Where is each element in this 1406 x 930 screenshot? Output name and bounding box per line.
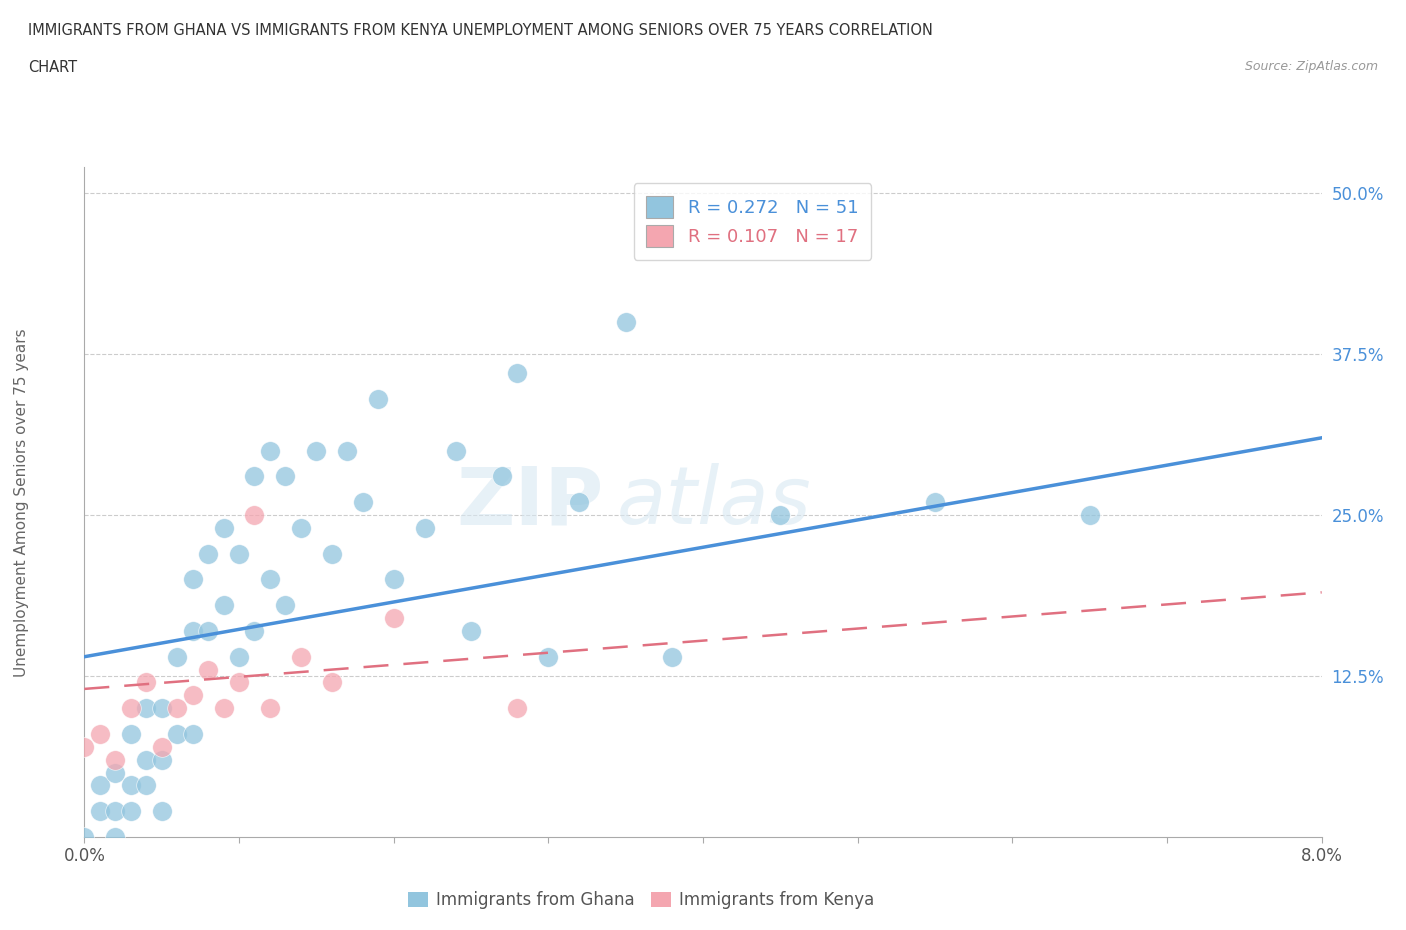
Point [444,444,467,458]
Point [120,701,142,716]
Point [243,508,266,523]
Point [120,804,142,818]
Point [259,444,281,458]
Point [212,701,235,716]
Point [135,778,157,793]
Point [491,469,513,484]
Point [274,598,297,613]
Point [321,675,343,690]
Point [150,752,173,767]
Point [104,830,127,844]
Point [460,623,482,638]
Point [367,392,389,406]
Point [104,765,127,780]
Point [305,444,328,458]
Point [259,701,281,716]
Text: IMMIGRANTS FROM GHANA VS IMMIGRANTS FROM KENYA UNEMPLOYMENT AMONG SENIORS OVER 7: IMMIGRANTS FROM GHANA VS IMMIGRANTS FROM… [28,23,934,38]
Point [166,649,188,664]
Point [506,701,529,716]
Point [181,726,204,741]
Point [243,623,266,638]
Point [197,623,219,638]
Point [135,675,157,690]
Point [150,701,173,716]
Point [120,726,142,741]
Text: Source: ZipAtlas.com: Source: ZipAtlas.com [1244,60,1378,73]
Point [181,572,204,587]
Point [259,572,281,587]
Point [321,546,343,561]
Point [181,688,204,703]
Point [166,701,188,716]
Point [661,649,683,664]
Text: CHART: CHART [28,60,77,75]
Point [1078,508,1101,523]
Point [89,778,111,793]
Point [769,508,792,523]
Text: ZIP: ZIP [457,463,605,541]
Point [150,804,173,818]
Point [352,495,374,510]
Point [413,521,436,536]
Point [537,649,560,664]
Point [382,611,405,626]
Point [135,701,157,716]
Point [135,752,157,767]
Text: atlas: atlas [616,463,811,541]
Point [290,521,312,536]
Point [73,739,96,754]
Point [568,495,591,510]
Point [924,495,946,510]
Point [73,830,96,844]
Point [290,649,312,664]
Text: Unemployment Among Seniors over 75 years: Unemployment Among Seniors over 75 years [14,328,28,676]
Point [274,469,297,484]
Point [336,444,359,458]
Point [212,598,235,613]
Point [212,521,235,536]
Point [614,314,637,329]
Point [228,649,250,664]
Point [382,572,405,587]
Point [181,623,204,638]
Point [166,726,188,741]
Point [150,739,173,754]
Point [197,662,219,677]
Point [104,752,127,767]
Point [89,804,111,818]
Point [104,804,127,818]
Point [243,469,266,484]
Point [120,778,142,793]
Point [228,546,250,561]
Point [228,675,250,690]
Legend: Immigrants from Ghana, Immigrants from Kenya: Immigrants from Ghana, Immigrants from K… [401,884,882,916]
Point [89,726,111,741]
Point [197,546,219,561]
Point [506,366,529,381]
